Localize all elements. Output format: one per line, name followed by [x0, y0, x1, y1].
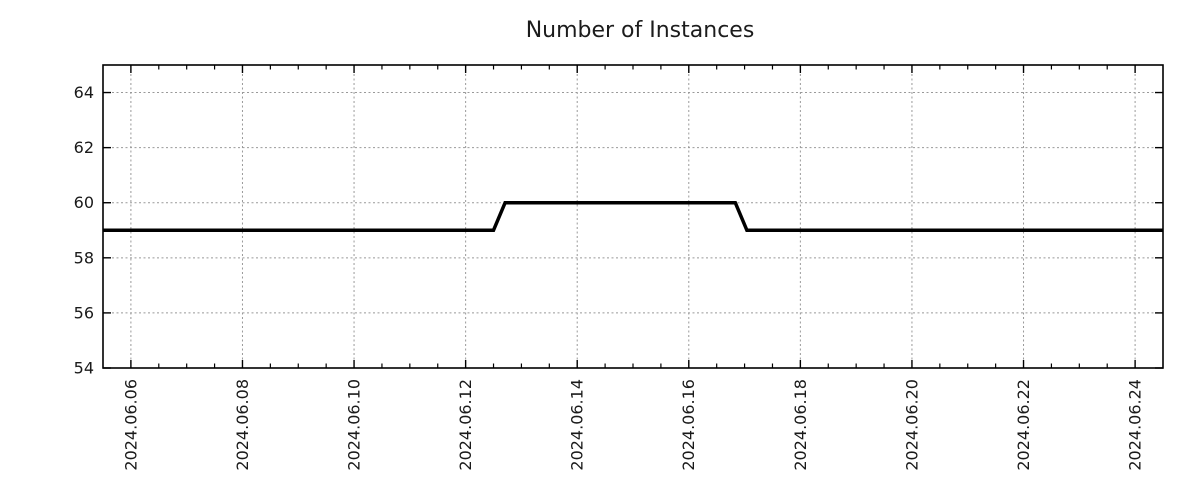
x-tick-label: 2024.06.16 — [679, 379, 698, 471]
series-line-instances — [103, 200, 1163, 233]
chart-title: Number of Instances — [526, 18, 755, 43]
x-tick-label: 2024.06.08 — [233, 379, 252, 471]
x-tick-label: 2024.06.12 — [456, 379, 475, 471]
data-series-layer — [103, 200, 1163, 233]
gridlines-layer — [103, 65, 1163, 369]
y-tick-label: 64 — [74, 83, 94, 102]
y-tick-label: 56 — [74, 303, 94, 322]
x-tick-label: 2024.06.22 — [1014, 379, 1033, 471]
y-tick-label: 62 — [74, 138, 94, 157]
x-tick-label: 2024.06.10 — [344, 379, 363, 471]
tick-labels-layer: 54 56 58 60 62 64 2024.06.06 2024.06.08 2024.06.… — [74, 83, 1145, 471]
axes-layer — [102, 64, 1164, 369]
y-tick-label: 60 — [74, 193, 94, 212]
y-tick-label: 58 — [74, 248, 94, 267]
x-tick-label: 2024.06.18 — [791, 379, 810, 471]
x-tick-label: 2024.06.06 — [121, 379, 140, 471]
y-tick-label: 54 — [74, 358, 94, 377]
plot-border — [102, 64, 1164, 369]
x-tick-label: 2024.06.20 — [902, 379, 921, 471]
x-tick-label: 2024.06.14 — [568, 379, 587, 471]
x-tick-label: 2024.06.24 — [1126, 379, 1145, 471]
